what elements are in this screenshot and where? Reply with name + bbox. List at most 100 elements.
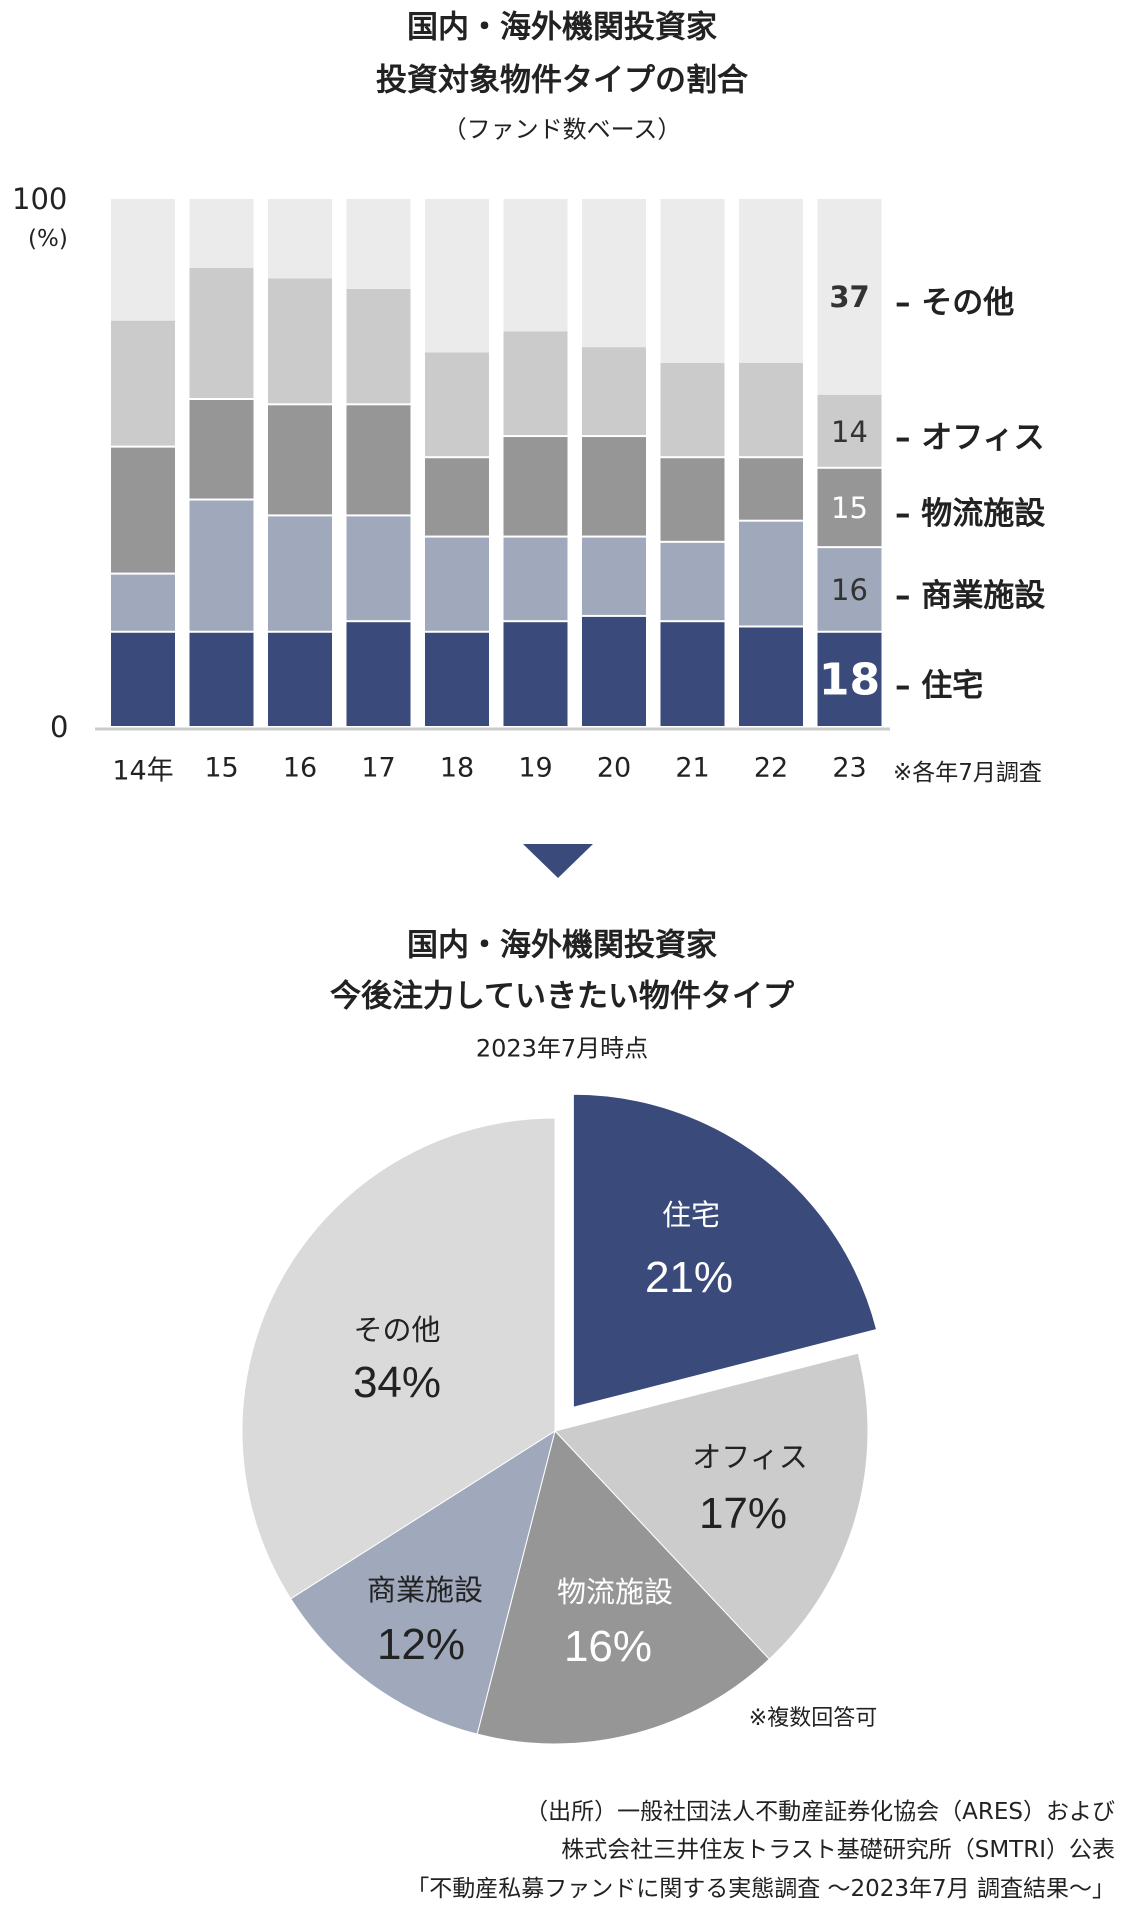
bar-segment-15-3 (189, 267, 254, 399)
bar-segment-17-1 (346, 516, 411, 621)
pie-slice-3 (290, 1429, 556, 1735)
bar-segment-14年-0 (111, 632, 175, 726)
bar-segment-23-2 (817, 468, 882, 547)
bar-segment-23-1 (817, 548, 882, 631)
bar-segment-21-4 (660, 199, 725, 363)
bar-segment-16-1 (268, 516, 332, 631)
bar-segment-17-4 (346, 199, 411, 289)
bar-segment-20-2 (582, 437, 646, 536)
source-line2: 株式会社三井住友トラスト基礎研究所（SMTRI）公表 (561, 1837, 1115, 1863)
bar-segment-21-0 (660, 622, 725, 726)
pie-slice-2 (476, 1429, 770, 1745)
bar-segment-22-4 (739, 199, 803, 363)
pie-pct-logistics: 16% (563, 1622, 653, 1671)
bar-segment-16-3 (268, 278, 332, 404)
bar-segment-21-1 (660, 542, 725, 621)
bar-segment-18-0 (425, 632, 489, 726)
bar-value-label-4: 37 (829, 279, 870, 314)
pie-pct-office: 17% (698, 1489, 788, 1538)
bar-segment-14年-3 (111, 320, 175, 446)
y-tick-0: 0 (50, 710, 69, 744)
bar-segment-21-3 (660, 362, 725, 457)
bar-segment-18-1 (425, 537, 489, 631)
bar-segment-14年-1 (111, 574, 175, 631)
pie-label-office: オフィス (692, 1440, 808, 1474)
pie-pct-residential: 21% (644, 1253, 734, 1302)
pie-label-residential: 住宅 (661, 1198, 721, 1232)
x-tick-label: 21 (675, 752, 710, 784)
bar-value-label-3: 14 (831, 414, 868, 449)
bar-segment-23-3 (817, 394, 882, 467)
x-tick-label: 19 (518, 752, 553, 784)
bar-segment-14年-4 (111, 199, 175, 321)
bar-chart-title-line1: 国内・海外機関投資家 (407, 9, 717, 46)
bar-segment-22-1 (739, 521, 803, 626)
bar-segment-16-4 (268, 199, 332, 279)
y-axis-unit: (%) (28, 226, 68, 252)
bar-segment-14年-2 (111, 447, 175, 573)
pie-chart-title-line2: 今後注力していきたい物件タイプ (329, 978, 795, 1015)
bar-segment-18-2 (425, 458, 489, 536)
legend-label-1: – 商業施設 (895, 578, 1046, 615)
legend-label-2: – 物流施設 (895, 496, 1046, 533)
pie-pct-commercial: 12% (376, 1620, 466, 1669)
bar-segment-23-4 (817, 199, 882, 395)
survey-note: ※各年7月調査 (893, 760, 1042, 786)
bar-segment-15-0 (189, 632, 254, 726)
x-tick-label: 17 (361, 752, 396, 784)
bar-chart-title-line2: 投資対象物件タイプの割合 (376, 62, 748, 99)
bar-segment-19-0 (503, 622, 568, 726)
legend-label-0: – 住宅 (895, 668, 984, 705)
x-tick-label: 16 (282, 752, 318, 784)
bar-segment-17-2 (346, 405, 411, 515)
pie-slice-0 (572, 1093, 878, 1408)
pie-chart-title-line1: 国内・海外機関投資家 (407, 927, 717, 964)
source-line1: （出所）一般社団法人不動産証券化協会（ARES）および (525, 1799, 1115, 1825)
pie-label-commercial: 商業施設 (366, 1573, 484, 1607)
pie-slice-1 (554, 1352, 869, 1660)
x-tick-label: 14年 (112, 755, 174, 787)
bar-segment-16-0 (268, 632, 332, 726)
bar-segment-22-0 (739, 627, 803, 726)
bar-segment-18-4 (425, 199, 489, 353)
bar-segment-20-0 (582, 616, 646, 726)
pie-label-logistics: 物流施設 (556, 1575, 674, 1609)
pie-label-other: その他 (353, 1313, 441, 1347)
bar-segment-19-4 (503, 199, 568, 332)
x-tick-label: 18 (439, 752, 475, 784)
x-tick-label: 23 (832, 752, 867, 784)
legend-label-4: – その他 (895, 284, 1015, 321)
multiple-answer-note: ※複数回答可 (748, 1706, 878, 1731)
bar-segment-19-3 (503, 331, 568, 436)
bar-segment-15-2 (189, 400, 254, 499)
bar-segment-17-3 (346, 288, 411, 404)
bar-segment-19-2 (503, 437, 568, 536)
bar-segment-16-2 (268, 405, 332, 515)
y-tick-100: 100 (12, 182, 68, 216)
x-tick-label: 22 (753, 752, 789, 784)
bar-segment-19-1 (503, 537, 568, 621)
bar-segment-15-4 (189, 199, 254, 268)
bar-segment-22-3 (739, 362, 803, 457)
bar-segment-17-0 (346, 622, 411, 726)
legend-label-3: – オフィス (895, 419, 1045, 456)
bar-segment-20-4 (582, 199, 646, 348)
source-line3: 「不動産私募ファンドに関する実態調査 ～2023年7月 調査結果～」 (406, 1876, 1115, 1902)
bar-value-label-0: 18 (818, 654, 881, 706)
pie-pct-other: 34% (352, 1358, 442, 1407)
bar-segment-21-2 (660, 458, 725, 541)
bar-segment-20-1 (582, 537, 646, 615)
down-arrow-icon (523, 844, 593, 878)
x-tick-label: 15 (204, 752, 239, 784)
stacked-bar-chart (95, 199, 890, 731)
bar-segment-20-3 (582, 347, 646, 436)
bar-segment-23-0 (817, 632, 882, 726)
bar-segment-22-2 (739, 458, 803, 520)
bar-segment-15-1 (189, 500, 254, 631)
pie-chart-subtitle: 2023年7月時点 (475, 1034, 649, 1063)
pie-slice-4 (241, 1117, 556, 1600)
bar-value-label-2: 15 (831, 491, 868, 526)
bar-chart-subtitle: （ファンド数ベース） (442, 115, 682, 144)
bar-value-label-1: 16 (831, 573, 868, 608)
